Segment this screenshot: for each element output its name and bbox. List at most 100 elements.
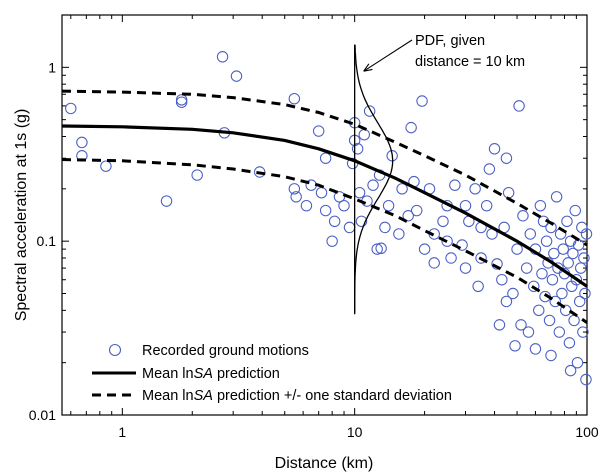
data-point	[351, 143, 364, 155]
pdf-annotation-group	[354, 39, 413, 315]
data-point	[65, 102, 77, 115]
data-point	[511, 243, 523, 255]
data-point	[480, 199, 493, 212]
y-tick-label: 1	[48, 59, 56, 75]
data-point	[428, 257, 440, 269]
data-point	[575, 262, 587, 274]
data-point	[549, 295, 561, 308]
data-point	[520, 262, 533, 274]
data-point	[319, 152, 332, 164]
x-axis-title: Distance (km)	[275, 455, 374, 472]
data-point	[100, 160, 112, 172]
data-point	[573, 295, 586, 308]
data-point	[578, 252, 590, 264]
data-point	[562, 257, 574, 269]
annotation-line-2: distance = 10 km	[415, 54, 525, 70]
data-point	[411, 204, 423, 217]
data-point	[500, 295, 513, 308]
data-point	[483, 163, 496, 175]
data-point	[570, 274, 583, 286]
data-point	[580, 228, 593, 240]
data-point	[561, 215, 573, 228]
data-point	[533, 304, 545, 317]
data-point	[564, 364, 577, 377]
y-tick-label: 0.1	[37, 233, 57, 249]
data-point	[557, 243, 569, 255]
data-point	[475, 252, 487, 264]
data-point	[459, 262, 472, 274]
data-point	[524, 228, 537, 240]
data-point	[437, 215, 449, 228]
data-point	[540, 235, 553, 247]
data-point	[491, 258, 503, 270]
data-point	[550, 191, 563, 203]
data-point	[333, 191, 346, 203]
pdf-curve	[354, 44, 394, 313]
data-point	[375, 242, 387, 255]
legend: Recorded ground motions Mean lnSA predic…	[92, 343, 452, 404]
data-point	[288, 183, 301, 195]
x-tick-label: 1	[118, 424, 126, 440]
data-point	[552, 262, 564, 274]
annotation-label: PDF, given distance = 10 km	[415, 33, 525, 70]
plot-frame	[61, 14, 588, 416]
data-point	[319, 204, 332, 217]
data-point	[529, 343, 542, 355]
data-point	[543, 314, 556, 327]
data-point	[548, 247, 560, 260]
data-point	[553, 326, 566, 338]
annotation-line-1: PDF, given	[415, 33, 485, 49]
data-point	[290, 191, 302, 203]
x-tick-label: 100	[575, 424, 599, 440]
data-point	[546, 274, 559, 286]
data-point	[528, 280, 540, 293]
data-point	[300, 199, 313, 212]
data-point	[393, 228, 405, 240]
legend-label-mean-std: Mean lnSA prediction +/- one standard de…	[142, 388, 452, 404]
data-point	[509, 340, 521, 352]
y-axis-title: Spectral acceleration at 1s (g)	[13, 109, 30, 322]
data-point	[363, 105, 376, 117]
legend-marker-circle	[108, 343, 122, 357]
data-point	[571, 356, 584, 369]
data-point	[517, 210, 529, 222]
data-point	[472, 280, 484, 293]
data-point	[76, 136, 88, 149]
data-point	[513, 100, 525, 112]
data-point	[216, 51, 229, 63]
data-point	[441, 235, 453, 247]
data-point	[312, 125, 325, 137]
data-point	[230, 70, 243, 82]
data-point	[507, 287, 519, 300]
data-point	[445, 252, 457, 264]
data-point	[469, 183, 481, 195]
data-point	[563, 337, 576, 349]
x-tick-label: 10	[347, 424, 363, 440]
data-point	[577, 326, 589, 338]
data-point	[536, 267, 548, 280]
data-point	[556, 287, 568, 300]
data-point	[569, 204, 581, 217]
data-point	[418, 243, 431, 255]
data-point	[449, 179, 461, 191]
annotation-arrowhead	[363, 63, 373, 72]
data-point	[328, 215, 341, 228]
axis-ticks: 1 10 100 0.01 0.1 1	[29, 14, 599, 440]
data-point	[488, 143, 501, 155]
data-point	[522, 326, 535, 338]
data-point	[416, 95, 428, 107]
data-point	[371, 243, 383, 255]
data-point	[367, 179, 379, 191]
y-tick-label: 0.01	[29, 407, 56, 423]
data-point	[515, 319, 527, 331]
data-point	[288, 92, 301, 105]
data-point	[567, 247, 579, 260]
data-point	[326, 235, 338, 247]
data-point	[496, 274, 508, 286]
data-point	[579, 287, 591, 300]
data-point	[493, 319, 506, 331]
data-point	[355, 215, 368, 228]
data-point	[459, 199, 472, 212]
data-point	[379, 221, 391, 234]
